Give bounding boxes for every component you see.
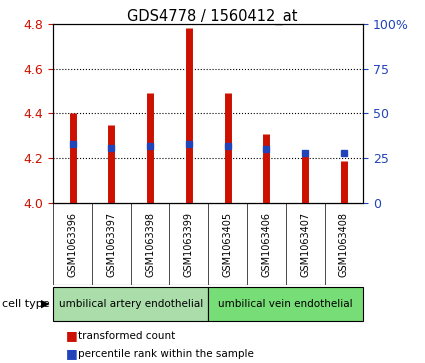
Text: GSM1063408: GSM1063408 xyxy=(339,212,349,277)
Text: ■: ■ xyxy=(66,347,78,360)
Text: ▶: ▶ xyxy=(41,299,49,309)
Text: GSM1063399: GSM1063399 xyxy=(184,212,194,277)
Text: GSM1063397: GSM1063397 xyxy=(106,212,116,277)
Bar xyxy=(53,287,208,321)
Text: GDS4778 / 1560412_at: GDS4778 / 1560412_at xyxy=(127,9,298,25)
Text: ■: ■ xyxy=(66,329,78,342)
Text: GSM1063407: GSM1063407 xyxy=(300,212,310,277)
Text: percentile rank within the sample: percentile rank within the sample xyxy=(78,349,254,359)
Text: umbilical vein endothelial: umbilical vein endothelial xyxy=(218,299,353,309)
Bar xyxy=(208,287,363,321)
Text: cell type: cell type xyxy=(2,299,50,309)
Text: transformed count: transformed count xyxy=(78,331,175,341)
Text: GSM1063405: GSM1063405 xyxy=(223,212,232,277)
Text: GSM1063398: GSM1063398 xyxy=(145,212,155,277)
Text: GSM1063406: GSM1063406 xyxy=(261,212,272,277)
Text: GSM1063396: GSM1063396 xyxy=(68,212,77,277)
Text: umbilical artery endothelial: umbilical artery endothelial xyxy=(59,299,203,309)
